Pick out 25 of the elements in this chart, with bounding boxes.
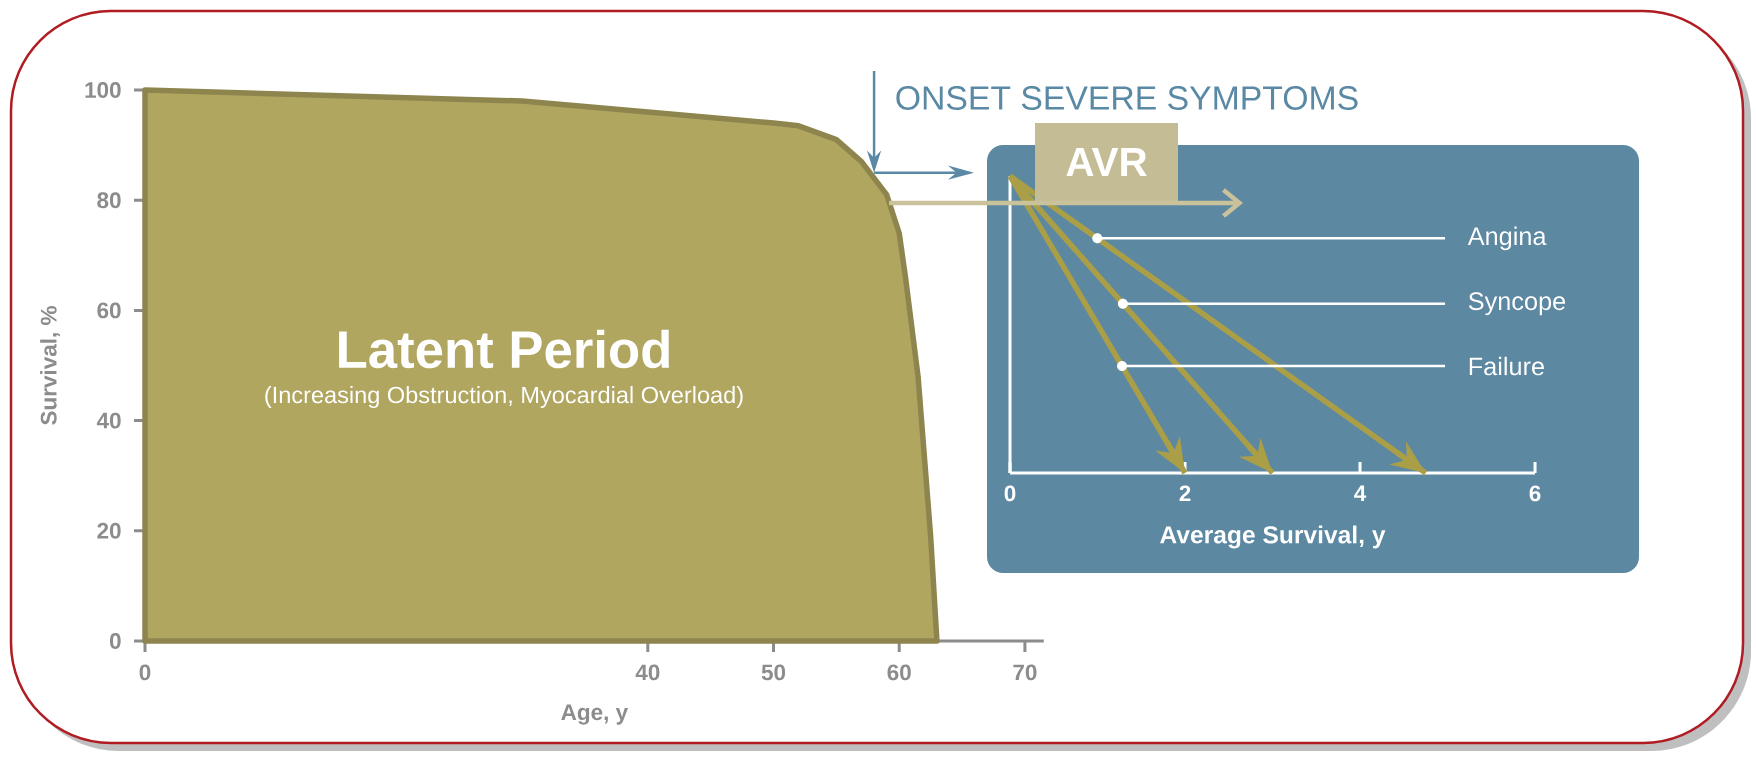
x-tick-label: 0 bbox=[1004, 485, 1016, 502]
y-tick-label: 40 bbox=[96, 412, 121, 429]
annotation: ONSET SEVERE SYMPTOMS bbox=[896, 86, 1358, 110]
x-tick-label: 4 bbox=[1354, 485, 1367, 501]
text: Syncope bbox=[1468, 292, 1566, 316]
x-tick-label: 0 bbox=[139, 664, 151, 681]
x-tick-label: 70 bbox=[1013, 664, 1037, 681]
y-tick-label: 80 bbox=[97, 192, 121, 209]
x-tick-label: 60 bbox=[887, 664, 911, 681]
x-tick-label: 40 bbox=[635, 664, 660, 681]
text: Failure bbox=[1469, 356, 1544, 376]
text: AVR bbox=[1066, 148, 1147, 176]
annotation: (Increasing Obstruction, Myocardial Overload) bbox=[265, 386, 743, 408]
x-axis-title: Average Survival, y bbox=[1160, 525, 1386, 549]
x-axis-title: Age, y bbox=[561, 704, 629, 725]
y-tick-label: 100 bbox=[85, 82, 121, 98]
annotation: Latent Period bbox=[339, 329, 669, 369]
x-tick-label: 2 bbox=[1179, 485, 1191, 502]
y-tick-label: 60 bbox=[97, 302, 121, 319]
y-tick-label: 0 bbox=[109, 633, 121, 649]
y-tick-label: 20 bbox=[97, 522, 121, 539]
y-axis-title: Survival, % bbox=[40, 306, 60, 425]
x-tick-label: 50 bbox=[761, 664, 786, 681]
x-tick-label: 6 bbox=[1529, 485, 1541, 502]
text: Angina bbox=[1467, 226, 1547, 251]
